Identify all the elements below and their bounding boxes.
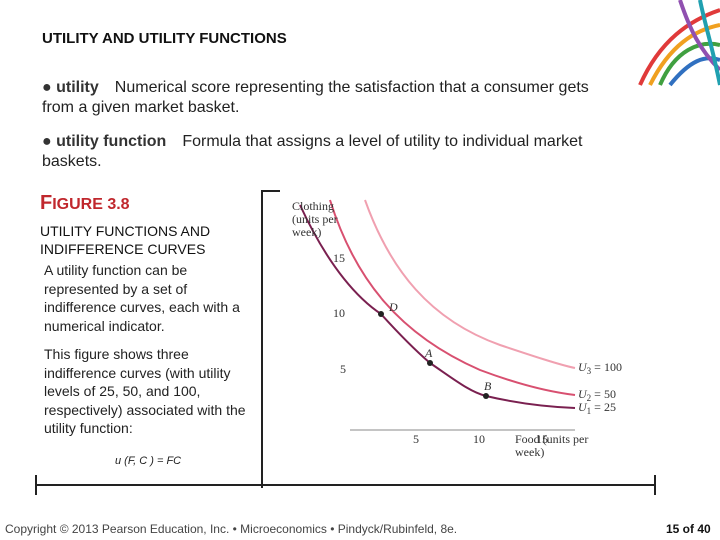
y-axis-label: Clothing (units per week): [292, 199, 338, 239]
point-labels: D A B: [388, 300, 492, 393]
curve-label: U2 = 50: [578, 387, 616, 405]
term: ● utility: [42, 79, 99, 96]
points: [378, 311, 489, 399]
curve-subscript: 1: [586, 406, 592, 417]
curve-level: = 25: [594, 400, 616, 414]
point-label: A: [424, 346, 433, 360]
curve-level: = 50: [594, 387, 616, 401]
figure-title: UTILITY FUNCTIONS AND INDIFFERENCE CURVE…: [40, 223, 211, 257]
figure-label: FIGURE 3.8: [40, 192, 130, 214]
term: ● utility function: [42, 133, 167, 150]
x-tick-label: 5: [413, 432, 419, 446]
definition: ● utility Numerical score representing th…: [42, 78, 602, 118]
curve-label: U3 = 100: [578, 360, 622, 378]
point-label: D: [388, 300, 398, 314]
curve-subscript: 2: [586, 393, 592, 404]
page-number: 15 of 40: [666, 522, 711, 536]
y-tick-label: 5: [340, 362, 346, 376]
x-tick-label: 10: [473, 432, 485, 446]
curve-level: = 100: [594, 360, 622, 374]
corner-art: [638, 0, 720, 87]
curve-symbol: U: [578, 400, 587, 414]
y-tick-label: 10: [333, 306, 345, 320]
x-tick-label: 15: [536, 432, 548, 446]
slide-title: UTILITY AND UTILITY FUNCTIONS: [42, 30, 287, 47]
definition-text: Formula that assigns a level of utility …: [42, 133, 583, 170]
figure-text: This figure shows three indifference cur…: [44, 346, 246, 436]
y-tick-label: 15: [333, 251, 345, 265]
curve-symbol: U: [578, 387, 587, 401]
curve-symbol: U: [578, 360, 587, 374]
brackets: [35, 190, 656, 495]
definition-text: Numerical score representing the satisfa…: [42, 79, 589, 116]
figure-text: A utility function can be represented by…: [44, 262, 240, 334]
point-label: B: [484, 379, 492, 393]
curve-subscript: 3: [586, 366, 592, 377]
definition: ● utility function Formula that assigns a…: [42, 132, 602, 172]
formula: u (F, C ) = FC: [115, 455, 182, 467]
curve-label: U1 = 25: [578, 400, 616, 418]
x-axis-label: Food (units per week): [515, 432, 589, 459]
copyright: Copyright © 2013 Pearson Education, Inc.…: [5, 522, 458, 536]
